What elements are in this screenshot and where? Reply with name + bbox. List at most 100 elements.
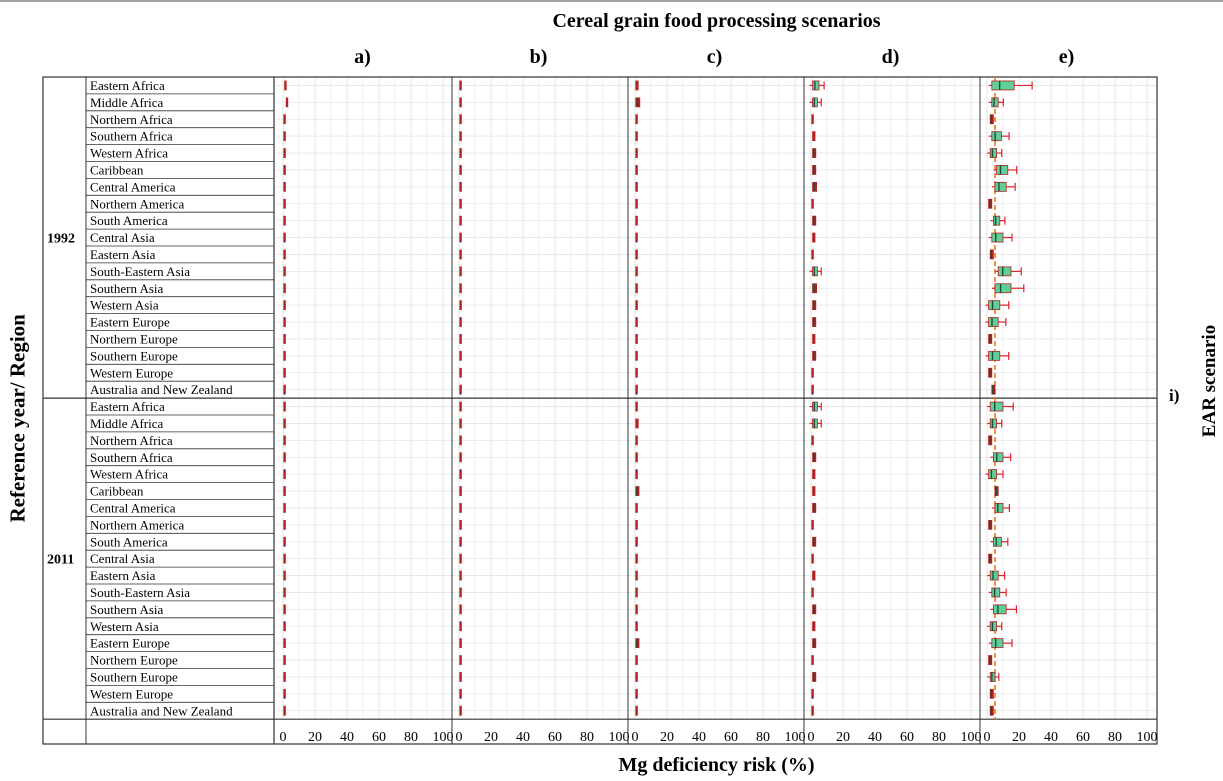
x-tick-label: 0 bbox=[280, 730, 287, 745]
ear-scenario-label: EAR scenario bbox=[1199, 281, 1221, 481]
box bbox=[284, 233, 286, 242]
box bbox=[636, 267, 638, 276]
x-tick-label: 80 bbox=[580, 730, 594, 745]
box bbox=[636, 385, 638, 394]
box bbox=[636, 571, 638, 580]
box bbox=[995, 284, 1011, 293]
box bbox=[636, 81, 638, 90]
x-tick-label: 20 bbox=[660, 730, 674, 745]
region-label: Central Asia bbox=[90, 230, 155, 245]
box bbox=[813, 402, 818, 411]
box bbox=[460, 284, 462, 293]
box bbox=[284, 385, 286, 394]
box bbox=[460, 503, 462, 512]
box bbox=[284, 115, 286, 124]
box bbox=[636, 622, 638, 631]
box bbox=[460, 605, 462, 614]
box bbox=[460, 149, 462, 158]
box bbox=[460, 656, 462, 665]
box bbox=[284, 588, 286, 597]
box bbox=[284, 419, 286, 428]
region-label: Northern Europe bbox=[90, 653, 178, 668]
x-tick-label: 20 bbox=[1012, 730, 1026, 745]
box bbox=[989, 470, 997, 479]
box bbox=[636, 520, 638, 529]
box bbox=[812, 250, 814, 259]
box bbox=[995, 503, 1003, 512]
region-label: Western Africa bbox=[90, 146, 168, 161]
box bbox=[284, 554, 286, 563]
box bbox=[813, 622, 815, 631]
box bbox=[284, 487, 286, 496]
box bbox=[460, 199, 462, 208]
box bbox=[460, 165, 462, 174]
box bbox=[460, 98, 462, 107]
box bbox=[636, 115, 638, 124]
box bbox=[998, 267, 1011, 276]
box bbox=[284, 436, 286, 445]
x-tick-label: 0 bbox=[808, 730, 815, 745]
region-label: Central America bbox=[90, 179, 176, 194]
box bbox=[460, 368, 462, 377]
region-label: Northern Africa bbox=[90, 112, 173, 127]
box bbox=[284, 165, 286, 174]
box bbox=[813, 470, 815, 479]
box bbox=[460, 571, 462, 580]
x-tick-label: 40 bbox=[868, 730, 882, 745]
box bbox=[284, 656, 286, 665]
box bbox=[284, 318, 286, 327]
region-label: Southern Asia bbox=[90, 281, 164, 296]
box bbox=[284, 453, 286, 462]
box bbox=[989, 351, 1000, 360]
box bbox=[813, 233, 815, 242]
box bbox=[460, 588, 462, 597]
region-label: Eastern Europe bbox=[90, 315, 170, 330]
box bbox=[812, 199, 814, 208]
box bbox=[813, 571, 815, 580]
box bbox=[460, 402, 462, 411]
box bbox=[284, 706, 286, 715]
box bbox=[460, 115, 462, 124]
x-tick-label: 100 bbox=[961, 730, 982, 745]
box bbox=[460, 419, 462, 428]
region-label: Eastern Asia bbox=[90, 247, 156, 262]
box bbox=[813, 132, 815, 141]
box bbox=[460, 487, 462, 496]
x-tick-label: 60 bbox=[372, 730, 386, 745]
panel-label-c: c) bbox=[628, 46, 801, 69]
region-label: Western Africa bbox=[90, 467, 168, 482]
box bbox=[284, 672, 286, 681]
box bbox=[636, 334, 638, 343]
box bbox=[813, 98, 818, 107]
box bbox=[636, 419, 638, 428]
box bbox=[997, 165, 1008, 174]
box bbox=[460, 689, 462, 698]
box bbox=[636, 605, 638, 614]
box bbox=[636, 588, 638, 597]
box bbox=[284, 520, 286, 529]
box bbox=[636, 233, 638, 242]
box bbox=[813, 487, 815, 496]
region-label: Southern Europe bbox=[90, 348, 178, 363]
x-tick-label: 20 bbox=[484, 730, 498, 745]
box bbox=[284, 622, 286, 631]
box bbox=[992, 132, 1002, 141]
box bbox=[636, 284, 638, 293]
box bbox=[636, 132, 638, 141]
region-label: South America bbox=[90, 534, 168, 549]
region-label: Eastern Europe bbox=[90, 636, 170, 651]
x-tick-label: 100 bbox=[609, 730, 630, 745]
box bbox=[284, 301, 286, 310]
row-strip-label: i) bbox=[1169, 386, 1179, 406]
box bbox=[990, 402, 1003, 411]
box bbox=[636, 436, 638, 445]
box bbox=[990, 672, 995, 681]
box bbox=[460, 706, 462, 715]
box bbox=[284, 284, 286, 293]
x-tick-label: 60 bbox=[900, 730, 914, 745]
box bbox=[992, 639, 1003, 648]
region-label: South-Eastern Asia bbox=[90, 264, 190, 279]
region-label: Caribbean bbox=[90, 484, 144, 499]
box bbox=[285, 81, 287, 90]
